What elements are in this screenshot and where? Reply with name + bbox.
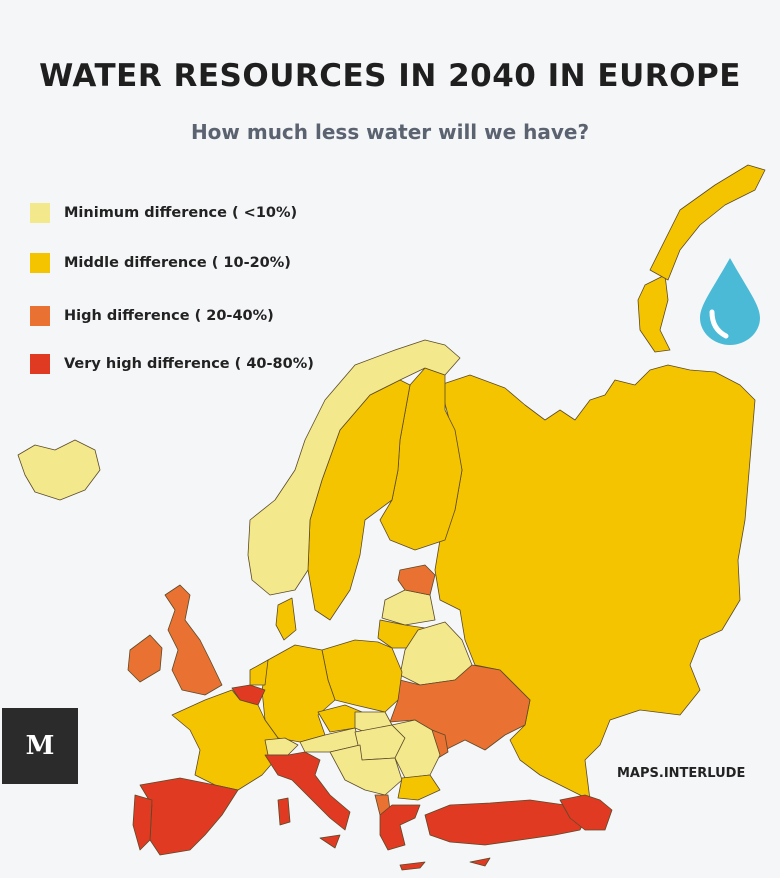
region-novaya-zemlya bbox=[637, 274, 671, 353]
region-spain bbox=[139, 777, 239, 856]
region-portugal bbox=[132, 794, 153, 851]
legend-swatch-minimum bbox=[30, 203, 50, 223]
region-crete bbox=[399, 861, 426, 871]
legend-item-minimum: Minimum difference ( <10%) bbox=[30, 202, 297, 224]
region-ireland bbox=[127, 634, 163, 683]
brand-logo: M bbox=[2, 708, 78, 784]
legend-swatch-very-high bbox=[30, 354, 50, 374]
legend-label-middle: Middle difference ( 10-20%) bbox=[64, 255, 291, 271]
legend-item-high: High difference ( 20-40%) bbox=[30, 305, 274, 327]
region-caucasus bbox=[559, 794, 613, 831]
legend-label-very-high: Very high difference ( 40-80%) bbox=[64, 356, 314, 372]
region-latvia bbox=[397, 564, 436, 596]
region-iceland bbox=[17, 439, 101, 501]
region-denmark bbox=[275, 597, 297, 641]
region-russia bbox=[434, 364, 756, 801]
region-netherlands bbox=[249, 659, 269, 686]
region-estonia bbox=[381, 589, 436, 626]
region-italy bbox=[264, 751, 351, 831]
region-cyprus bbox=[469, 857, 491, 867]
region-greece bbox=[379, 804, 421, 851]
region-ukraine bbox=[389, 664, 531, 751]
region-bulgaria bbox=[397, 774, 441, 801]
legend-swatch-high bbox=[30, 306, 50, 326]
legend-item-very-high: Very high difference ( 40-80%) bbox=[30, 353, 314, 375]
region-france bbox=[171, 689, 279, 791]
legend-swatch-middle bbox=[30, 253, 50, 273]
region-turkey bbox=[424, 799, 591, 846]
map-subtitle: How much less water will we have? bbox=[190, 120, 590, 144]
region-switzerland bbox=[264, 737, 299, 756]
region-germany bbox=[261, 644, 336, 743]
map-title: WATER RESOURCES IN 2040 IN EUROPE bbox=[39, 58, 741, 94]
region-norway bbox=[247, 339, 461, 596]
region-sardinia bbox=[277, 797, 291, 826]
legend-item-middle: Middle difference ( 10-20%) bbox=[30, 252, 291, 274]
brand-name: MAPS.INTERLUDE bbox=[617, 766, 746, 781]
legend-label-high: High difference ( 20-40%) bbox=[64, 308, 274, 324]
region-sicily bbox=[319, 834, 341, 849]
water-drop-icon bbox=[700, 258, 760, 345]
legend-label-minimum: Minimum difference ( <10%) bbox=[64, 205, 298, 221]
logo-text: M bbox=[25, 731, 55, 761]
region-svalbard bbox=[649, 164, 766, 281]
region-uk bbox=[164, 584, 223, 696]
